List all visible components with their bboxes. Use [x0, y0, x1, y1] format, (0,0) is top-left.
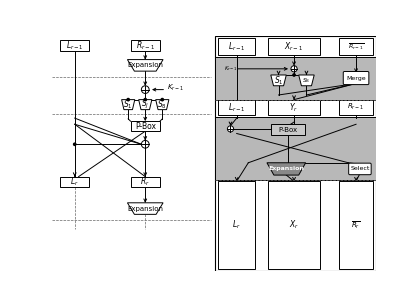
Bar — [268, 38, 321, 55]
Text: $R_r$: $R_r$ — [140, 176, 150, 188]
Polygon shape — [127, 60, 163, 71]
Circle shape — [144, 98, 146, 101]
Text: $S_j$: $S_j$ — [141, 98, 149, 111]
Text: Expansion: Expansion — [127, 206, 163, 212]
Text: $X_r$: $X_r$ — [289, 219, 299, 231]
Polygon shape — [122, 100, 135, 110]
Circle shape — [127, 98, 129, 101]
Circle shape — [141, 86, 149, 93]
Circle shape — [291, 66, 297, 72]
Circle shape — [74, 143, 76, 145]
Text: $L_{r-1}$: $L_{r-1}$ — [66, 40, 84, 52]
Text: Expansion: Expansion — [268, 166, 304, 171]
Text: $L_r$: $L_r$ — [70, 176, 79, 188]
Text: P-Box: P-Box — [135, 122, 156, 131]
Text: $Y_r$: $Y_r$ — [290, 101, 298, 114]
Polygon shape — [299, 75, 314, 86]
Bar — [60, 40, 89, 51]
Text: $X_{r-1}$: $X_{r-1}$ — [285, 40, 303, 53]
Circle shape — [141, 140, 149, 148]
Bar — [215, 36, 376, 271]
Bar — [215, 57, 376, 100]
Bar — [271, 124, 305, 135]
Text: $R_{r-1}$: $R_{r-1}$ — [136, 40, 155, 52]
Bar — [130, 40, 160, 51]
Text: $\overline{R_r}$: $\overline{R_r}$ — [352, 219, 361, 231]
Polygon shape — [139, 100, 152, 110]
Text: $S_8$: $S_8$ — [302, 76, 311, 85]
Polygon shape — [271, 75, 286, 86]
Bar — [268, 181, 321, 269]
Circle shape — [161, 98, 163, 101]
Bar — [130, 121, 160, 131]
Text: $K_{r-1}$: $K_{r-1}$ — [167, 83, 184, 93]
Bar — [215, 116, 376, 180]
Bar — [339, 38, 373, 55]
FancyBboxPatch shape — [343, 71, 369, 85]
Text: $R_{r-1}$: $R_{r-1}$ — [347, 102, 365, 112]
Text: Expansion: Expansion — [127, 62, 163, 68]
Text: $\overline{R_{r-1}}$: $\overline{R_{r-1}}$ — [348, 42, 364, 52]
Polygon shape — [127, 203, 163, 214]
Bar — [339, 100, 373, 115]
Bar — [218, 181, 255, 269]
Text: $S_1$: $S_1$ — [123, 98, 133, 111]
Text: P-Box: P-Box — [278, 127, 298, 133]
Circle shape — [293, 74, 295, 76]
Text: $L_{r-1}$: $L_{r-1}$ — [228, 40, 246, 53]
Bar — [339, 181, 373, 269]
Bar — [60, 177, 89, 187]
Text: $L_{r-1}$: $L_{r-1}$ — [228, 101, 246, 114]
Text: $K_{r-1}$: $K_{r-1}$ — [224, 64, 238, 73]
Circle shape — [227, 126, 234, 132]
FancyBboxPatch shape — [349, 163, 371, 175]
Bar — [268, 100, 321, 115]
Text: Merge: Merge — [346, 76, 366, 81]
Bar — [130, 177, 160, 187]
Text: $S_1$: $S_1$ — [274, 74, 283, 87]
Bar — [218, 38, 255, 55]
Text: Select: Select — [350, 166, 370, 171]
Polygon shape — [267, 163, 306, 175]
Bar — [218, 100, 255, 115]
Text: $S_8$: $S_8$ — [157, 98, 167, 111]
Text: $L_r$: $L_r$ — [232, 219, 241, 231]
Polygon shape — [156, 100, 169, 110]
